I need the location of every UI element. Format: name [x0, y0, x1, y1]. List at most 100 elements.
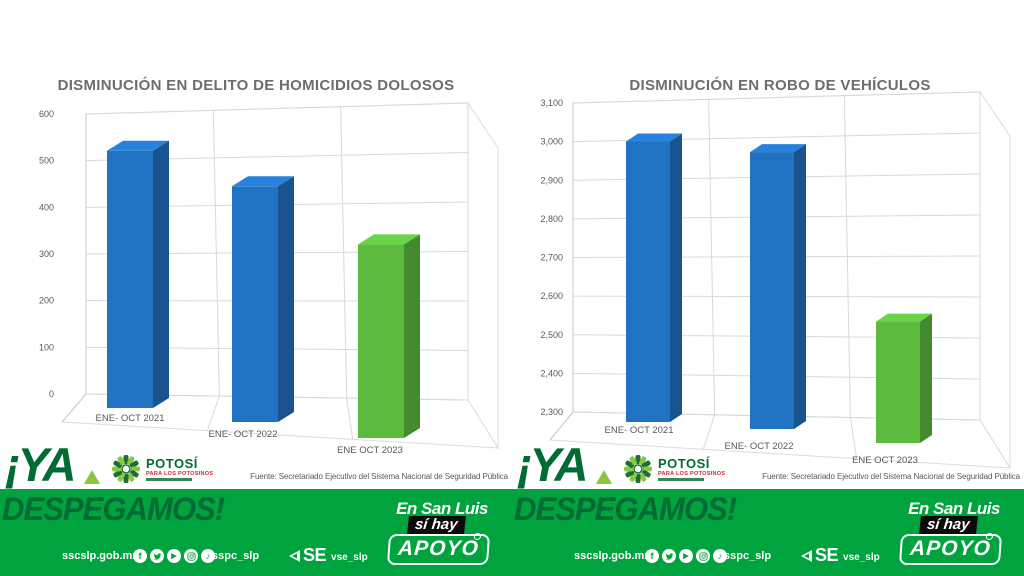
gridline — [572, 91, 981, 104]
source-note: Fuente: Secretariado Ejecutivo del Siste… — [762, 472, 1020, 481]
y-tick-label: 200 — [39, 296, 54, 306]
twitter-icon — [150, 549, 164, 563]
slogan-line3: APOYO — [386, 533, 490, 565]
potosi-tagline: PARA LOS POTOSINOS — [658, 471, 726, 478]
ya-accent-triangle — [84, 470, 100, 484]
potosi-emblem-icon — [112, 455, 140, 483]
ya-logo: ¡YA — [517, 438, 588, 491]
bar — [750, 152, 794, 429]
youtube-icon: ▶ — [167, 549, 181, 563]
category-separator — [212, 110, 220, 397]
facebook-icon: f — [645, 549, 659, 563]
ya-accent-triangle — [596, 470, 612, 484]
bar-top-face — [358, 234, 420, 245]
chart-title-homicidios: DISMINUCIÓN EN DELITO DE HOMICIDIOS DOLO… — [57, 77, 455, 94]
floor-separator — [206, 395, 220, 431]
bar-top-face — [107, 140, 169, 151]
source-note: Fuente: Secretariado Ejecutivo del Siste… — [250, 472, 508, 481]
ya-logo: ¡YA — [5, 438, 76, 491]
y-tick-label: 2,900 — [540, 175, 563, 185]
slide-homicidios: DISMINUCIÓN EN DELITO DE HOMICIDIOS DOLO… — [0, 77, 512, 576]
bar — [358, 244, 404, 438]
tiktok-icon: ♪ — [713, 549, 727, 563]
y-tick-label: 300 — [39, 249, 54, 259]
instagram-icon — [696, 549, 710, 563]
y-tick-label: 0 — [49, 389, 54, 399]
bar — [876, 321, 920, 443]
axis-leader — [549, 411, 574, 441]
bar-top-face — [232, 176, 294, 187]
bar — [626, 141, 670, 422]
y-tick-label: 2,500 — [540, 330, 563, 340]
category-label: ENE OCT 2023 — [337, 445, 403, 456]
side-wall — [979, 90, 1011, 470]
y-tick-label: 600 — [39, 109, 54, 119]
bar — [232, 186, 278, 422]
se-logo: SE vse_slp — [798, 545, 880, 566]
bar-side-face — [794, 144, 806, 429]
despegamos-text: DESPEGAMOS! — [2, 491, 225, 527]
se-arrow-icon — [289, 549, 300, 562]
y-tick-label: 2,300 — [540, 407, 563, 417]
youtube-icon: ▶ — [679, 549, 693, 563]
despegamos-text: DESPEGAMOS! — [514, 491, 737, 527]
category-separator — [708, 99, 716, 415]
social-handle: sspc_slp — [724, 550, 772, 562]
y-tick-label: 100 — [39, 342, 54, 352]
website-text: sscslp.gob.mx — [574, 550, 651, 562]
gridline — [85, 102, 469, 115]
floor-separator — [346, 397, 354, 440]
y-tick-label: 400 — [39, 202, 54, 212]
slogan-apoyo-text: APOYO — [397, 537, 480, 560]
slide-vehiculos: DISMINUCIÓN EN ROBO DE VEHÍCULOS 3,100 3,… — [512, 0, 1024, 576]
se-logo: SE vse_slp — [286, 545, 368, 566]
social-icons: f ▶ ♪ — [133, 549, 215, 563]
category-label: ENE- OCT 2022 — [725, 441, 794, 452]
se-arrow-icon — [801, 549, 812, 562]
slogan-line1: En San Luis — [396, 499, 488, 518]
slogan-line2: sí hay — [407, 516, 466, 534]
twitter-icon — [662, 549, 676, 563]
y-tick-label: 2,700 — [540, 253, 563, 263]
category-label: ENE- OCT 2021 — [605, 425, 674, 436]
potosi-decorative-bar — [658, 478, 704, 482]
slogan-line1: En San Luis — [908, 499, 1000, 518]
slogan-line3: APOYO — [898, 533, 1002, 565]
category-label: ENE- OCT 2022 — [209, 429, 278, 440]
website-text: sscslp.gob.mx — [62, 550, 139, 562]
bar-side-face — [153, 140, 169, 409]
y-tick-label: 2,800 — [540, 214, 563, 224]
category-label: ENE OCT 2023 — [852, 455, 918, 466]
chart-title-vehiculos: DISMINUCIÓN EN ROBO DE VEHÍCULOS — [629, 77, 931, 94]
floor-separator — [849, 417, 858, 459]
y-tick-label: 3,100 — [540, 98, 563, 108]
se-label: SE — [303, 545, 327, 565]
y-tick-label: 500 — [39, 156, 54, 166]
potosi-name: POTOSÍ — [658, 455, 710, 471]
se-handle: vse_slp — [843, 552, 880, 563]
category-label: ENE- OCT 2021 — [96, 413, 165, 424]
bar — [107, 150, 153, 409]
y-tick-label: 3,000 — [540, 137, 563, 147]
potosi-logo: POTOSÍ PARA LOS POTOSINOS — [622, 453, 725, 485]
floor-separator — [702, 414, 716, 450]
social-icons: f ▶ ♪ — [645, 549, 727, 563]
instagram-icon — [184, 549, 198, 563]
potosi-emblem-icon — [624, 455, 652, 483]
slogan-line2: sí hay — [919, 516, 978, 534]
side-wall — [467, 101, 499, 450]
y-tick-label: 2,400 — [540, 368, 563, 378]
potosi-tagline: PARA LOS POTOSINOS — [146, 471, 214, 478]
bar-side-face — [404, 234, 420, 438]
bar-side-face — [670, 133, 682, 422]
facebook-icon: f — [133, 549, 147, 563]
se-label: SE — [815, 545, 839, 565]
bar-side-face — [920, 313, 932, 443]
chart-homicidios: 600 500 400 300 200 100 0 ENE- OCT 2021 ENE- OCT… — [39, 101, 499, 456]
potosi-decorative-bar — [146, 478, 192, 482]
potosi-name: POTOSÍ — [146, 455, 198, 471]
bar-top-face — [626, 133, 682, 142]
category-separator — [843, 95, 851, 418]
axis-leader — [61, 393, 87, 423]
slogan-apoyo-text: APOYO — [909, 537, 992, 560]
